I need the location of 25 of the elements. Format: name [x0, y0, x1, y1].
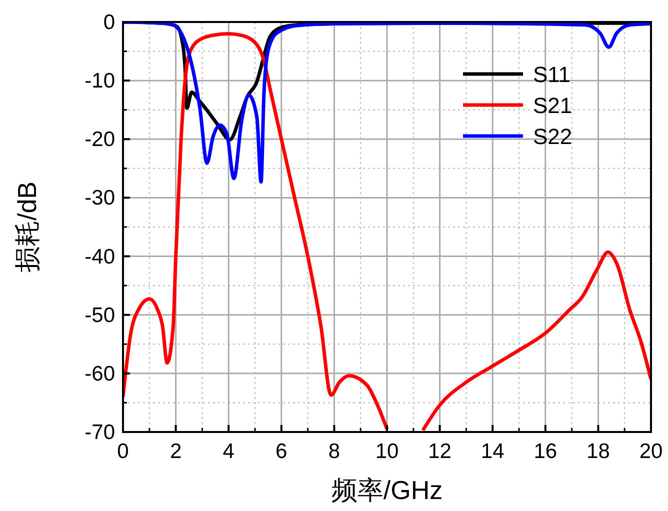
y-tick-label: -60: [84, 362, 115, 386]
y-tick-label: -50: [84, 304, 115, 327]
y-tick-label: -40: [84, 245, 115, 268]
x-tick-label: 14: [480, 440, 505, 463]
y-axis-title: 损耗/dB: [12, 181, 42, 273]
y-tick-label: -10: [84, 70, 115, 93]
line-series: [123, 22, 651, 184]
x-tick-label: 18: [586, 440, 610, 463]
x-tick-label: 10: [375, 440, 399, 463]
x-tick-label: 4: [222, 440, 235, 463]
legend-label: S22: [533, 124, 572, 149]
x-tick-label: 16: [534, 440, 558, 463]
x-axis-title: 频率/GHz: [331, 475, 443, 505]
x-tick-label: 6: [276, 440, 288, 463]
x-tick-label: 8: [328, 440, 340, 463]
x-tick-label: 12: [428, 440, 452, 463]
x-tick-label: 20: [639, 440, 663, 463]
legend-label: S21: [533, 93, 572, 118]
legend-label: S11: [533, 62, 571, 87]
y-tick-label: -20: [84, 128, 115, 152]
y-tick-label: -30: [84, 186, 115, 210]
y-tick-label: -70: [84, 421, 115, 444]
y-tick-label: 0: [103, 11, 115, 34]
x-tick-label: 2: [170, 440, 182, 463]
x-tick-label: 0: [117, 440, 129, 463]
